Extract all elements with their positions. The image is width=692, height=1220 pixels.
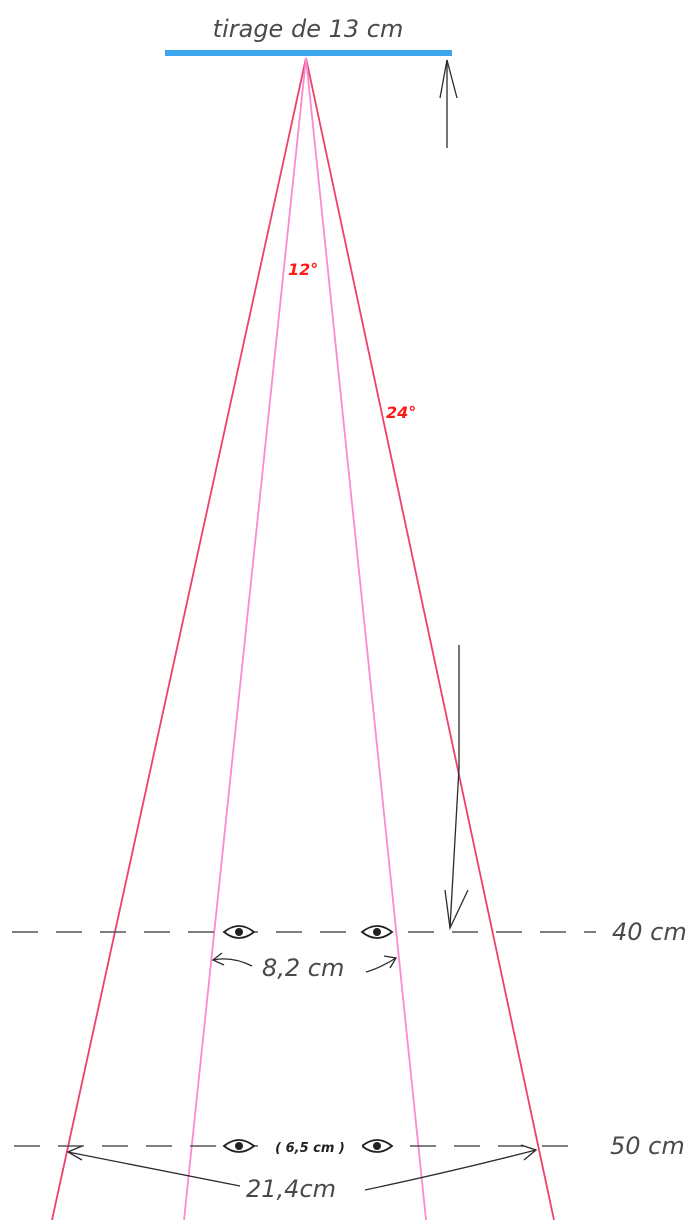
eye-spacing-label-bg xyxy=(258,1136,362,1156)
distance-label-50cm: 50 cm xyxy=(610,1132,685,1160)
wide-cone-lines xyxy=(51,57,555,1220)
narrow-cone-left-line xyxy=(183,57,307,1220)
eye-icon xyxy=(222,1139,256,1153)
distance-label-40cm: 40 cm xyxy=(612,918,687,946)
width-arrows-50cm xyxy=(66,1144,538,1191)
eye-icon xyxy=(360,1139,394,1153)
width-arrows-40cm xyxy=(211,952,398,973)
wide-cone-right-line xyxy=(305,57,555,1220)
narrow-cone-right-line xyxy=(305,57,427,1220)
viewing-distance-arrow xyxy=(444,645,469,931)
angle-label-wide: 24° xyxy=(386,403,416,422)
eye-spacing-label-50cm: ( 6,5 cm ) xyxy=(275,1141,345,1156)
narrow-cone-lines xyxy=(183,57,427,1220)
width-label-50cm: 21,4cm xyxy=(246,1175,336,1203)
film-distance-arrow xyxy=(439,59,458,148)
angle-label-narrow: 12° xyxy=(288,260,318,279)
eye-icon xyxy=(360,925,394,939)
top-title: tirage de 13 cm xyxy=(213,15,404,43)
wide-cone-left-line xyxy=(51,57,307,1220)
eye-icon xyxy=(222,925,256,939)
width-label-40cm: 8,2 cm xyxy=(262,954,344,982)
